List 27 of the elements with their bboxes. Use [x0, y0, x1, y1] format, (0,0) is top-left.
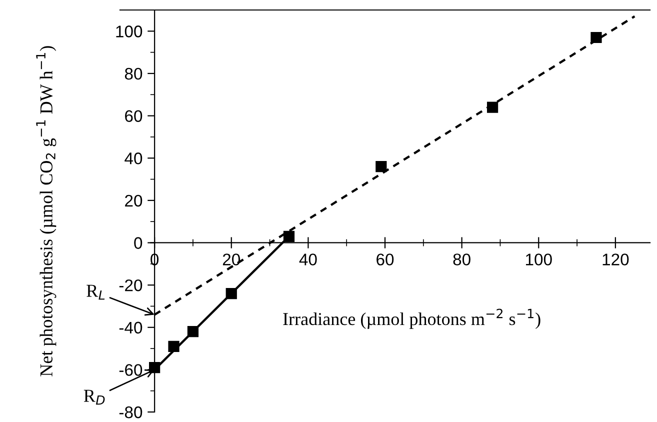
x-axis-title: Irradiance (µmol photons m$^{−2}$ s$^{−1}$) — [283, 308, 540, 329]
point — [486, 102, 498, 113]
x-tick-label: 120 — [602, 254, 629, 266]
x-tick-label: 80 — [453, 254, 470, 266]
y-tick-label: 80 — [124, 68, 142, 80]
y-tick-label: 40 — [124, 152, 142, 164]
y-tick-label: -40 — [119, 322, 142, 334]
point — [187, 326, 199, 338]
y-tick-label: -80 — [119, 406, 142, 418]
point — [168, 340, 180, 352]
point — [590, 32, 602, 44]
annotation: R$_{L}$ — [86, 284, 105, 300]
x-tick-label: 40 — [299, 254, 317, 266]
x-tick-label: 20 — [222, 254, 240, 266]
y-tick-label: 60 — [125, 110, 142, 122]
y-tick-label: -60 — [119, 364, 142, 376]
x-tick-label: 60 — [376, 254, 394, 266]
annotation: R$_{D}$ — [84, 390, 105, 405]
point — [226, 288, 237, 300]
y-tick-label: 100 — [116, 26, 142, 38]
point — [376, 161, 387, 172]
y-tick-label: 0 — [134, 237, 142, 249]
point — [283, 230, 295, 242]
x-tick-label: 100 — [526, 254, 552, 266]
y-tick-label: 20 — [125, 194, 142, 207]
y-tick-label: -20 — [119, 279, 142, 292]
y-axis-title: Net photosynthesis (µmol CO$_{2}$ g$^{−1}$ DW h$^{−1}$) — [36, 46, 56, 376]
